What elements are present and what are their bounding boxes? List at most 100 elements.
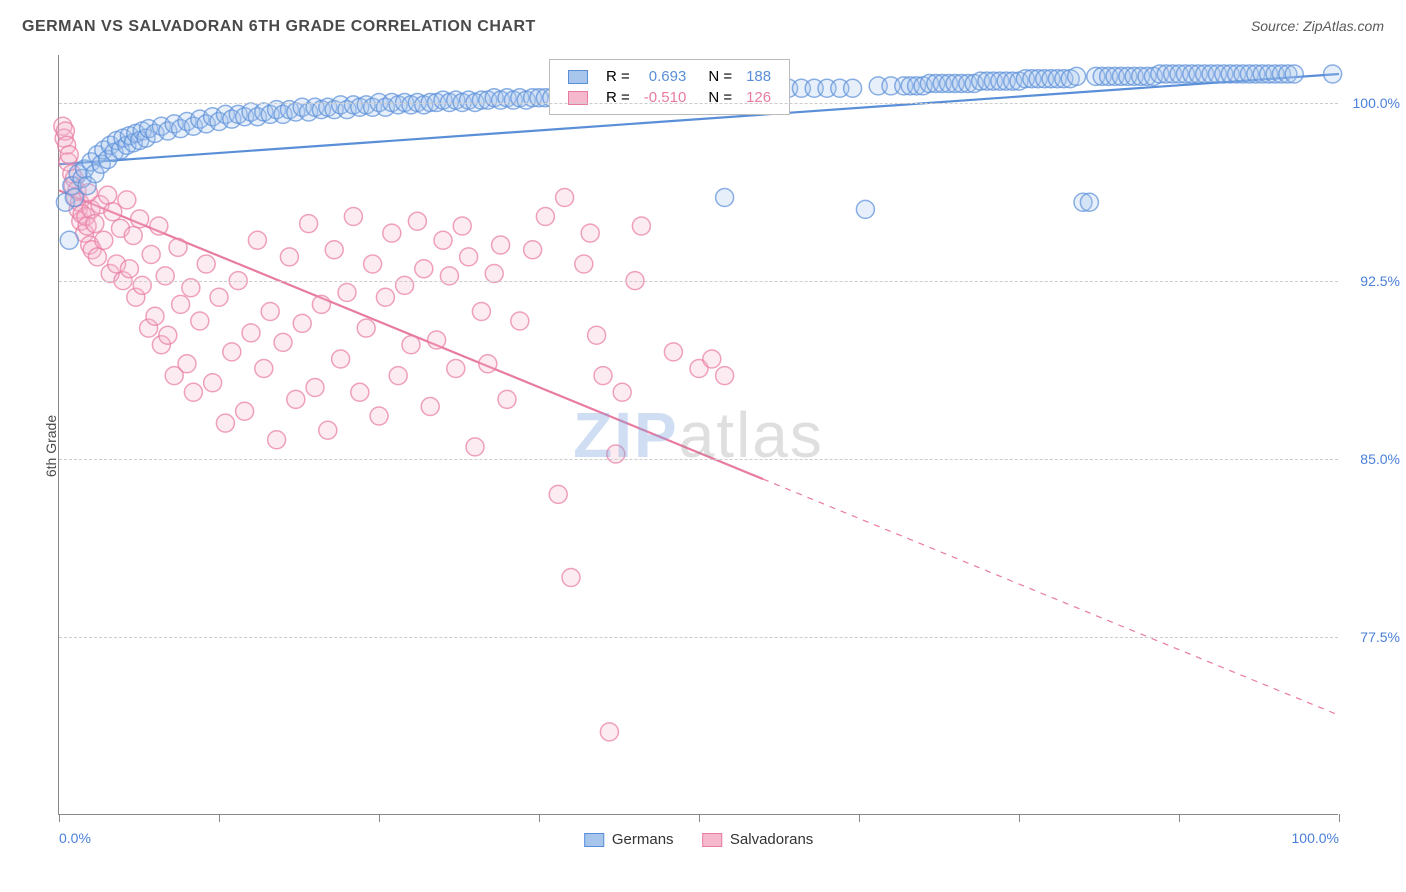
- data-point: [421, 398, 439, 416]
- data-point: [600, 723, 618, 741]
- data-point: [184, 383, 202, 401]
- data-point: [511, 312, 529, 330]
- grid-line: [59, 103, 1338, 104]
- chart-header: GERMAN VS SALVADORAN 6TH GRADE CORRELATI…: [22, 18, 1384, 48]
- data-point: [607, 445, 625, 463]
- chart-source: Source: ZipAtlas.com: [1251, 18, 1384, 34]
- data-point: [300, 215, 318, 233]
- data-point: [447, 360, 465, 378]
- data-point: [1068, 67, 1086, 85]
- grid-line: [59, 281, 1338, 282]
- data-point: [133, 276, 151, 294]
- data-point: [588, 326, 606, 344]
- data-point: [142, 246, 160, 264]
- data-point: [248, 231, 266, 249]
- legend-swatch-icon: [584, 833, 604, 847]
- data-point: [549, 485, 567, 503]
- data-point: [86, 215, 104, 233]
- data-point: [415, 260, 433, 278]
- y-axis-label: 6th Grade: [43, 415, 59, 477]
- legend-row-germans: R = 0.693 N = 188: [562, 67, 777, 86]
- data-point: [118, 191, 136, 209]
- data-point: [370, 407, 388, 425]
- data-point: [453, 217, 471, 235]
- xtick: [1019, 814, 1020, 822]
- data-point: [274, 333, 292, 351]
- data-point: [575, 255, 593, 273]
- data-point: [466, 438, 484, 456]
- data-point: [716, 367, 734, 385]
- legend-label-salvadorans: Salvadorans: [730, 831, 813, 848]
- xtick: [859, 814, 860, 822]
- data-point: [280, 248, 298, 266]
- xtick: [1339, 814, 1340, 822]
- data-point: [312, 295, 330, 313]
- data-point: [172, 295, 190, 313]
- grid-line: [59, 637, 1338, 638]
- data-point: [383, 224, 401, 242]
- xtick: [1179, 814, 1180, 822]
- xtick: [539, 814, 540, 822]
- data-point: [131, 210, 149, 228]
- data-point: [287, 390, 305, 408]
- data-point: [338, 284, 356, 302]
- data-point: [376, 288, 394, 306]
- data-point: [562, 569, 580, 587]
- ytick-label: 100.0%: [1353, 95, 1400, 111]
- data-point: [95, 231, 113, 249]
- data-point: [99, 186, 117, 204]
- data-point: [402, 336, 420, 354]
- data-point: [389, 367, 407, 385]
- scatter-points-layer: [59, 55, 1338, 814]
- data-point: [306, 379, 324, 397]
- data-point: [146, 307, 164, 325]
- data-point: [460, 248, 478, 266]
- legend-item-germans: Germans: [584, 831, 674, 848]
- data-point: [255, 360, 273, 378]
- data-point: [191, 312, 209, 330]
- data-point: [716, 189, 734, 207]
- data-point: [1080, 193, 1098, 211]
- data-point: [440, 267, 458, 285]
- data-point: [434, 231, 452, 249]
- data-point: [216, 414, 234, 432]
- data-point: [261, 303, 279, 321]
- data-point: [364, 255, 382, 273]
- data-point: [856, 200, 874, 218]
- data-point: [1285, 65, 1303, 83]
- xtick-label: 100.0%: [1292, 830, 1339, 846]
- data-point: [223, 343, 241, 361]
- legend-row-salvadorans: R = -0.510 N = 126: [562, 88, 777, 107]
- data-point: [236, 402, 254, 420]
- data-point: [581, 224, 599, 242]
- data-point: [594, 367, 612, 385]
- legend-item-salvadorans: Salvadorans: [702, 831, 814, 848]
- data-point: [120, 260, 138, 278]
- data-point: [428, 331, 446, 349]
- data-point: [325, 241, 343, 259]
- data-point: [357, 319, 375, 337]
- n-value-germans: 188: [740, 67, 777, 86]
- data-point: [169, 238, 187, 256]
- n-label: N =: [694, 88, 738, 107]
- xtick: [59, 814, 60, 822]
- data-point: [536, 208, 554, 226]
- data-point: [124, 227, 142, 245]
- series-legend: Germans Salvadorans: [572, 831, 826, 848]
- correlation-legend: R = 0.693 N = 188 R = -0.510 N = 126: [549, 59, 790, 115]
- r-value-salvadorans: -0.510: [638, 88, 693, 107]
- data-point: [242, 324, 260, 342]
- data-point: [632, 217, 650, 235]
- data-point: [319, 421, 337, 439]
- data-point: [396, 276, 414, 294]
- data-point: [408, 212, 426, 230]
- legend-swatch-icon: [702, 833, 722, 847]
- data-point: [613, 383, 631, 401]
- data-point: [293, 314, 311, 332]
- legend-label-germans: Germans: [612, 831, 674, 848]
- r-label: R =: [600, 88, 636, 107]
- data-point: [210, 288, 228, 306]
- ytick-label: 92.5%: [1360, 273, 1400, 289]
- ytick-label: 85.0%: [1360, 451, 1400, 467]
- data-point: [332, 350, 350, 368]
